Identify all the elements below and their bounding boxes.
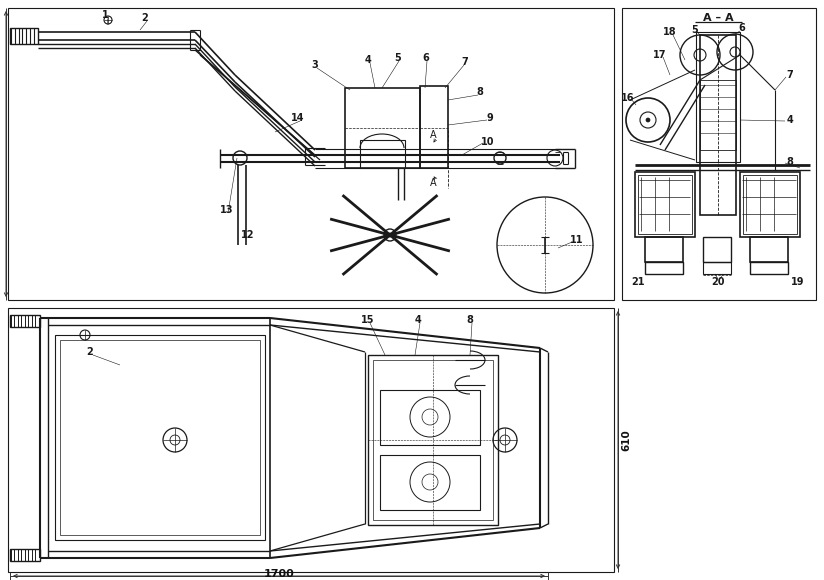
Circle shape [646,118,650,122]
Bar [740,172,800,237]
Bar [700,35,736,215]
Bar [10,549,40,561]
Text: 1050: 1050 [0,140,1,169]
Bar [8,8,614,300]
Circle shape [388,233,392,237]
Text: 16: 16 [621,93,634,103]
Text: 9: 9 [487,113,494,123]
Bar [380,390,480,445]
Bar [645,262,683,274]
Text: 5: 5 [395,53,401,63]
Text: A: A [430,178,437,188]
Text: А – А: А – А [703,13,733,23]
Text: 21: 21 [631,277,644,287]
Text: 8: 8 [787,157,794,167]
Text: 4: 4 [414,315,421,325]
Bar [696,32,740,162]
Text: 2: 2 [142,13,148,23]
Text: 6: 6 [423,53,429,63]
Text: 8: 8 [476,87,484,97]
Bar [635,172,695,237]
Bar [750,262,788,274]
Bar [60,340,260,535]
Text: 610: 610 [621,429,631,451]
Text: 3: 3 [311,60,318,70]
Bar [368,355,498,525]
Bar [360,140,405,168]
Bar [700,80,736,150]
Bar [380,455,480,510]
Text: 10: 10 [481,137,494,147]
Bar [703,262,731,274]
Bar [10,315,40,327]
Text: 6: 6 [738,23,746,33]
Text: 18: 18 [663,27,677,37]
Text: 13: 13 [220,205,234,215]
Bar [55,335,265,540]
Text: 7: 7 [461,57,468,67]
Text: 5: 5 [691,25,699,35]
Text: 15: 15 [361,315,375,325]
Text: 1: 1 [101,10,109,20]
Bar [345,88,420,168]
Bar [8,308,614,572]
Text: 12: 12 [241,230,255,240]
Bar [622,8,816,300]
Text: 17: 17 [653,50,667,60]
Bar [645,237,683,262]
Text: 2: 2 [87,347,93,357]
Text: 11: 11 [570,235,583,245]
Text: 19: 19 [791,277,805,287]
Bar [638,175,692,234]
Bar [750,237,788,262]
Bar [373,360,493,520]
Text: 1700: 1700 [264,569,294,579]
Bar [703,237,731,262]
Text: 4: 4 [365,55,372,65]
Text: 8: 8 [466,315,474,325]
Text: 20: 20 [711,277,725,287]
Text: A: A [430,130,437,140]
Bar [420,86,448,168]
Text: 7: 7 [787,70,794,80]
Bar [10,28,38,44]
Bar [743,175,797,234]
Text: 14: 14 [291,113,305,123]
Text: 4: 4 [787,115,794,125]
